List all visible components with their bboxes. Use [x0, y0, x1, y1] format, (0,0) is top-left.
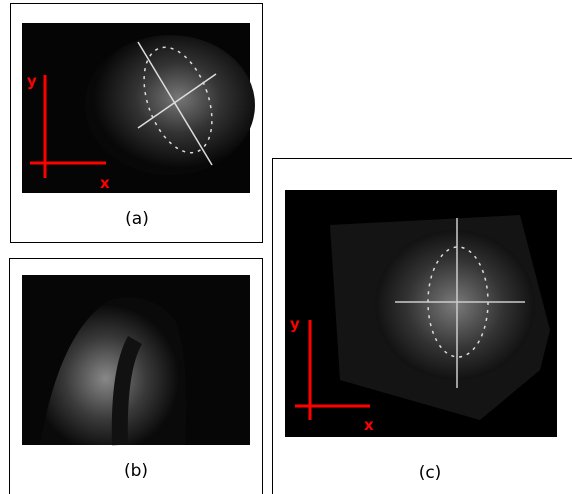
- x-label: x: [100, 174, 110, 192]
- image-texture: [375, 230, 535, 380]
- caption: (c): [419, 463, 442, 483]
- panel-c: y x (c): [273, 159, 572, 494]
- x-label: x: [364, 416, 374, 434]
- caption: (a): [125, 209, 149, 229]
- panel-b: (b): [10, 259, 263, 494]
- y-label: y: [290, 315, 300, 333]
- panel-a: y x (a): [11, 4, 263, 243]
- caption: (b): [124, 461, 148, 481]
- figure: y x (a) (b) y x (c): [0, 0, 572, 494]
- y-label: y: [27, 72, 37, 90]
